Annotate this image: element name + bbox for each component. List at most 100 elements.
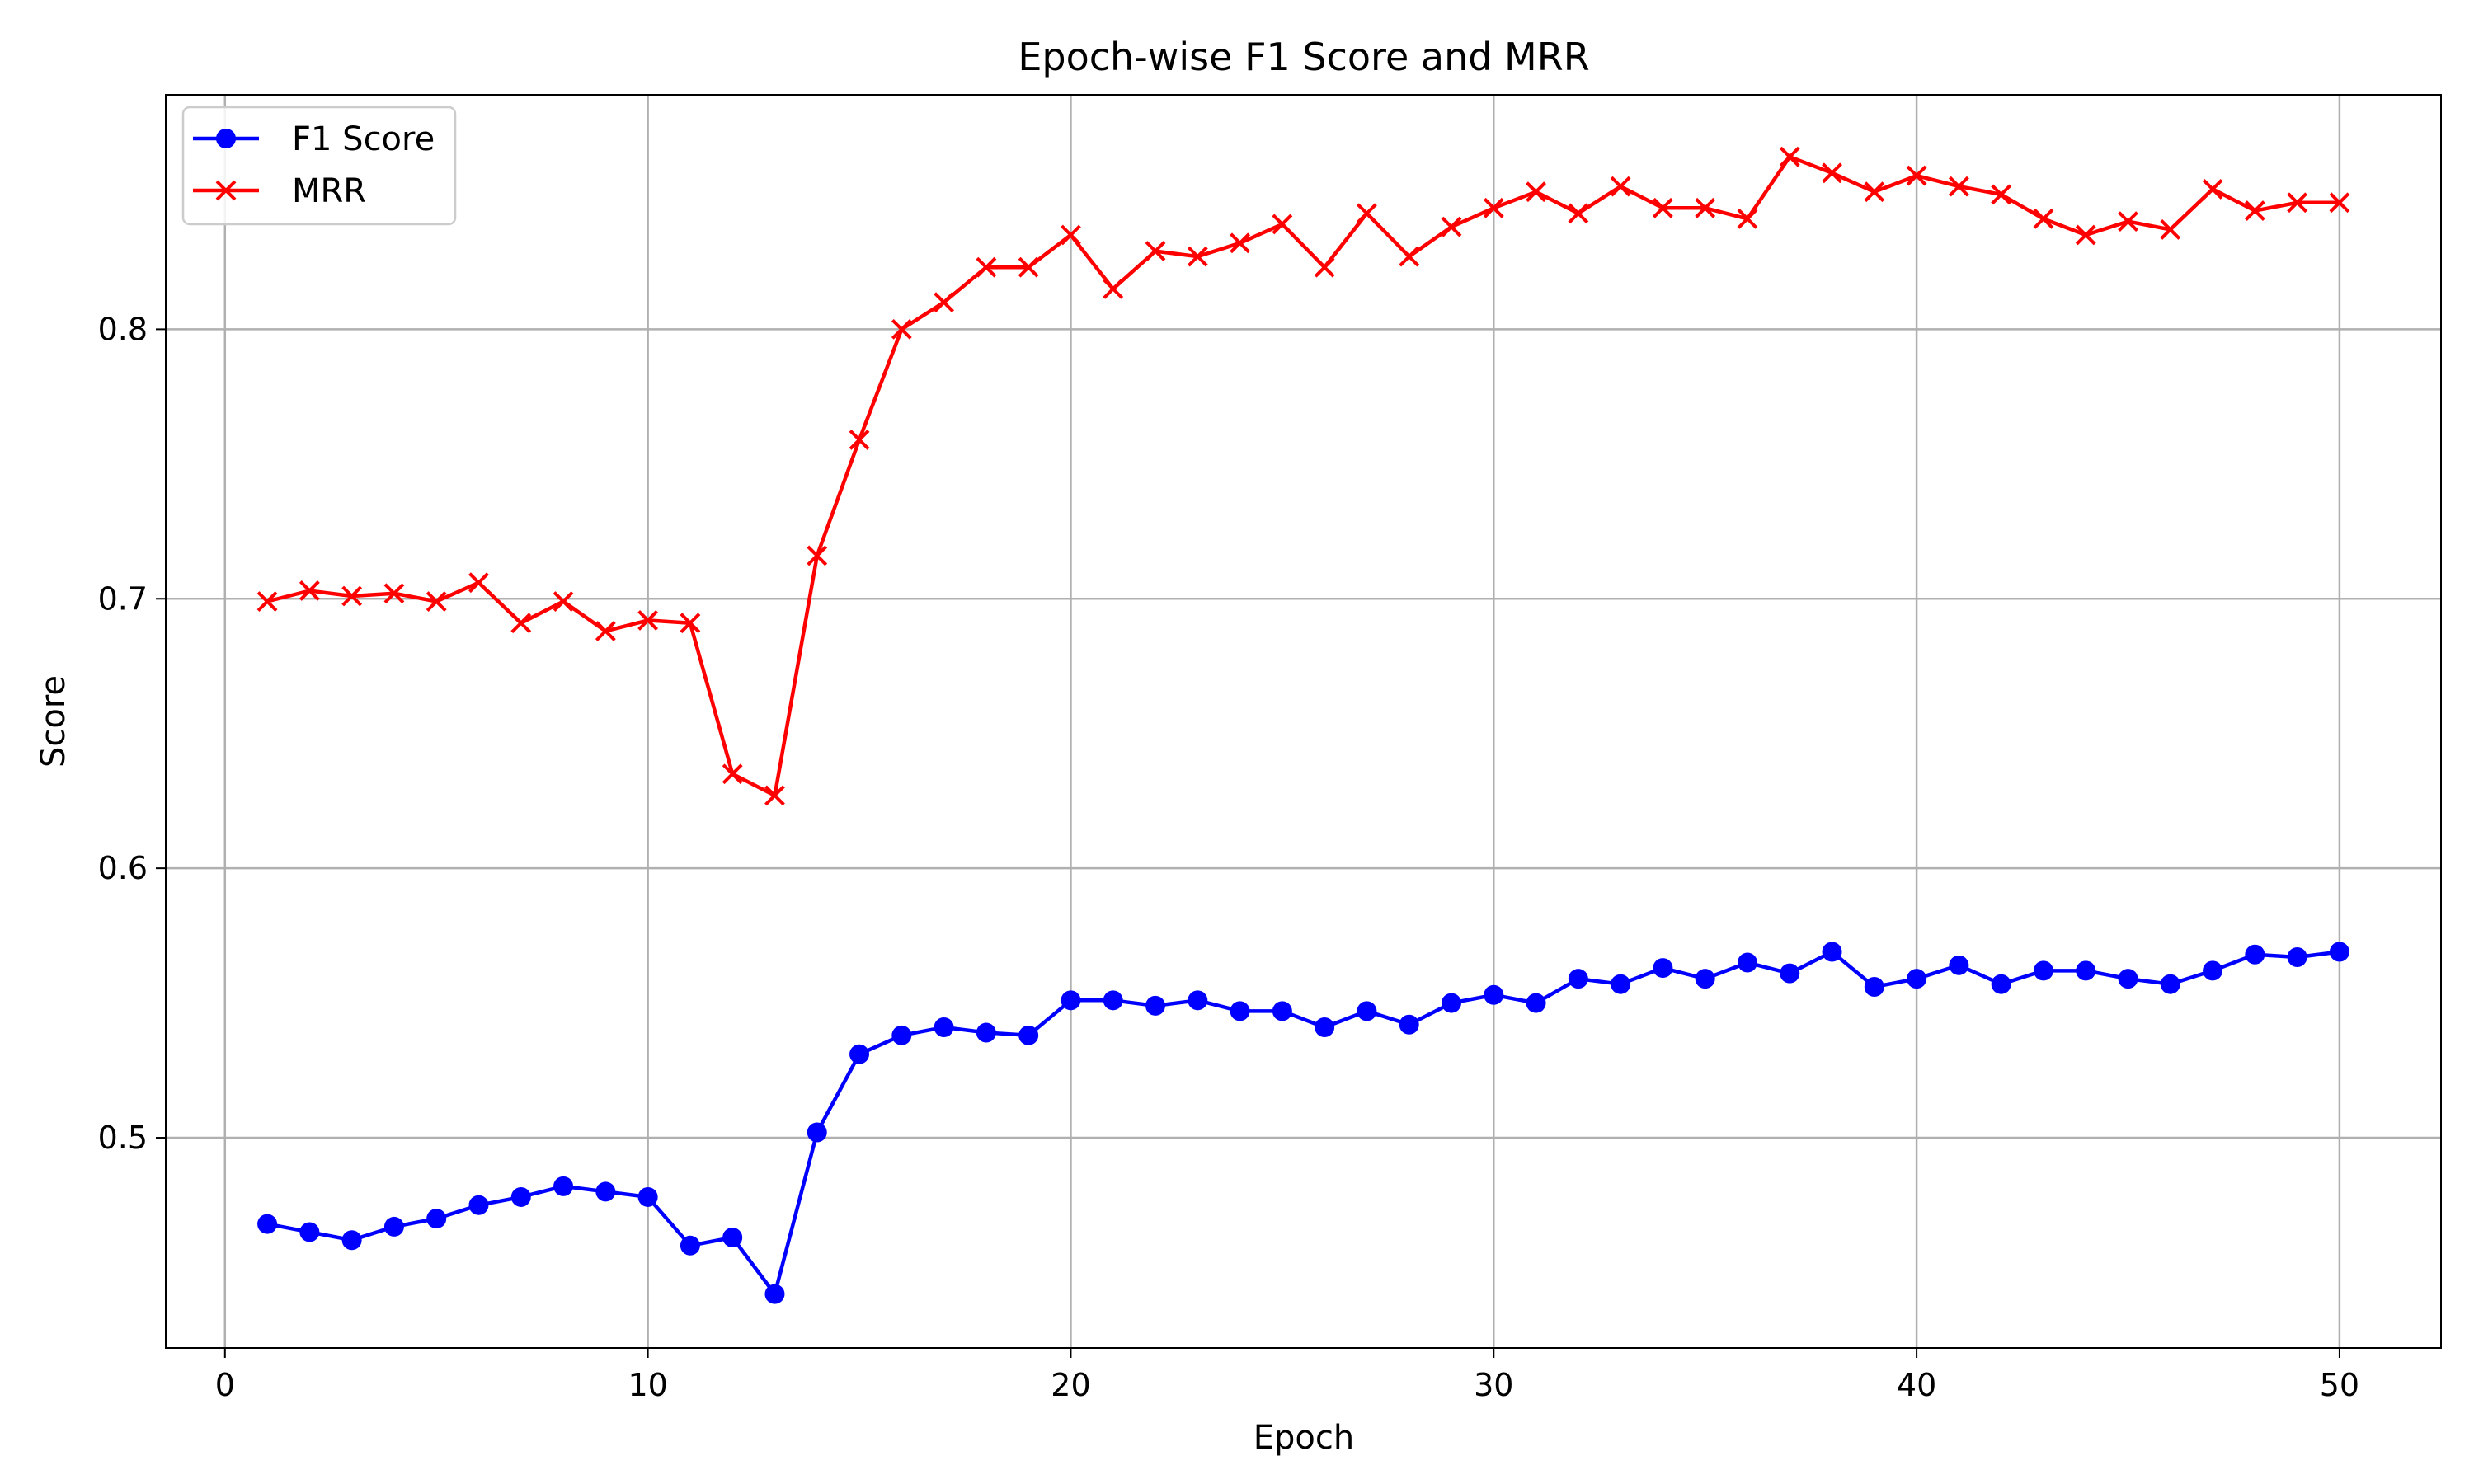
data-point-mrr <box>637 610 659 631</box>
data-point-f1-score <box>1315 1017 1335 1038</box>
data-point-f1-score <box>553 1176 574 1196</box>
data-point-mrr <box>1441 216 1462 237</box>
data-point-mrr <box>2287 192 2308 214</box>
data-point-mrr <box>1822 162 1842 184</box>
data-point-f1-score <box>849 1044 870 1064</box>
data-point-f1-score <box>299 1222 320 1242</box>
legend-marker-mrr <box>215 180 237 201</box>
legend-label-f1-score: F1 Score <box>292 120 435 158</box>
x-tick-label: 20 <box>1051 1367 1090 1403</box>
data-point-f1-score <box>1441 993 1461 1013</box>
data-point-mrr <box>1526 181 1546 203</box>
data-point-mrr <box>849 429 870 450</box>
data-point-f1-score <box>1188 990 1208 1011</box>
data-point-mrr <box>2118 211 2138 232</box>
data-point-mrr <box>2160 219 2181 240</box>
data-point-f1-score <box>1018 1025 1039 1045</box>
data-point-f1-score <box>637 1186 658 1207</box>
data-point-mrr <box>426 591 447 612</box>
data-point-f1-score <box>468 1195 489 1215</box>
data-point-f1-score <box>1737 952 1757 973</box>
data-point-f1-score <box>1357 1001 1377 1021</box>
data-point-mrr <box>1230 232 1250 254</box>
data-point-f1-score <box>1399 1014 1419 1035</box>
data-point-mrr <box>468 572 489 594</box>
data-point-f1-score <box>1695 969 1715 989</box>
legend-marker-f1-score <box>216 129 236 148</box>
data-point-f1-score <box>1061 990 1081 1011</box>
data-point-f1-score <box>934 1017 954 1038</box>
data-point-mrr <box>1864 181 1885 203</box>
x-tick-label: 40 <box>1897 1367 1936 1403</box>
y-tick-label: 0.8 <box>98 311 148 347</box>
x-tick-label: 50 <box>2320 1367 2359 1403</box>
data-point-mrr <box>1695 197 1716 218</box>
data-point-f1-score <box>1864 976 1884 997</box>
data-point-mrr <box>595 621 616 641</box>
data-point-f1-score <box>2160 974 2180 994</box>
data-point-f1-score <box>1611 974 1631 994</box>
data-point-mrr <box>1018 256 1039 278</box>
data-point-f1-score <box>257 1214 278 1234</box>
data-point-mrr <box>553 591 574 612</box>
series-f1-score <box>257 942 2349 1304</box>
data-point-f1-score <box>1907 969 1927 989</box>
data-point-f1-score <box>1780 963 1800 984</box>
legend-item-f1-score: F1 Score <box>193 120 435 158</box>
series-line-f1-score <box>266 950 2340 1296</box>
x-axis-label: Epoch <box>1253 1419 1354 1457</box>
data-point-mrr <box>510 613 532 634</box>
data-point-mrr <box>1061 224 1081 246</box>
data-point-mrr <box>1314 256 1335 278</box>
legend-box <box>181 106 457 226</box>
data-point-f1-score <box>426 1209 447 1229</box>
data-point-mrr <box>2329 192 2350 214</box>
data-point-mrr <box>1948 176 1969 197</box>
data-point-f1-score <box>1653 958 1673 979</box>
y-tick-label: 0.7 <box>98 580 148 617</box>
legend-label-mrr: MRR <box>292 172 366 210</box>
data-point-f1-score <box>2203 960 2223 981</box>
data-point-mrr <box>1272 214 1293 235</box>
data-point-mrr <box>341 585 363 607</box>
data-point-f1-score <box>1568 969 1588 989</box>
data-point-mrr <box>680 613 701 634</box>
data-point-mrr <box>299 580 320 601</box>
plot-frame <box>165 94 2442 1349</box>
data-point-f1-score <box>2118 969 2138 989</box>
data-point-mrr <box>1187 246 1208 267</box>
data-point-mrr <box>934 292 955 313</box>
data-point-mrr <box>1568 203 1589 224</box>
data-point-mrr <box>1399 246 1420 267</box>
data-point-mrr <box>2075 224 2096 246</box>
data-point-f1-score <box>680 1235 700 1256</box>
series-line-mrr <box>266 154 2340 798</box>
data-point-f1-score <box>807 1122 827 1143</box>
chart-title: Epoch-wise F1 Score and MRR <box>1018 35 1589 79</box>
data-point-f1-score <box>2245 944 2265 965</box>
data-point-f1-score <box>1103 990 1123 1011</box>
data-point-mrr <box>891 318 912 340</box>
data-point-mrr <box>1610 176 1631 197</box>
data-point-f1-score <box>2329 942 2349 962</box>
data-point-f1-score <box>2076 960 2096 981</box>
data-point-f1-score <box>341 1230 362 1251</box>
legend-item-mrr: MRR <box>193 172 366 210</box>
data-point-mrr <box>256 591 278 612</box>
data-point-f1-score <box>383 1216 404 1237</box>
data-point-f1-score <box>722 1227 743 1247</box>
data-point-f1-score <box>976 1022 996 1043</box>
data-point-f1-score <box>1484 984 1504 1005</box>
data-point-mrr <box>1779 146 1800 167</box>
data-point-mrr <box>1357 203 1377 224</box>
data-point-mrr <box>807 545 828 566</box>
data-point-f1-score <box>2287 947 2307 968</box>
data-point-mrr <box>976 256 997 278</box>
y-axis-label: Score <box>35 675 73 768</box>
data-point-mrr <box>1145 241 1166 262</box>
data-point-mrr <box>383 583 405 604</box>
legend: F1 Score MRR <box>181 106 457 226</box>
data-point-mrr <box>1652 197 1673 218</box>
y-axis-ticks: 0.5 0.6 0.7 0.8 <box>98 311 166 1156</box>
